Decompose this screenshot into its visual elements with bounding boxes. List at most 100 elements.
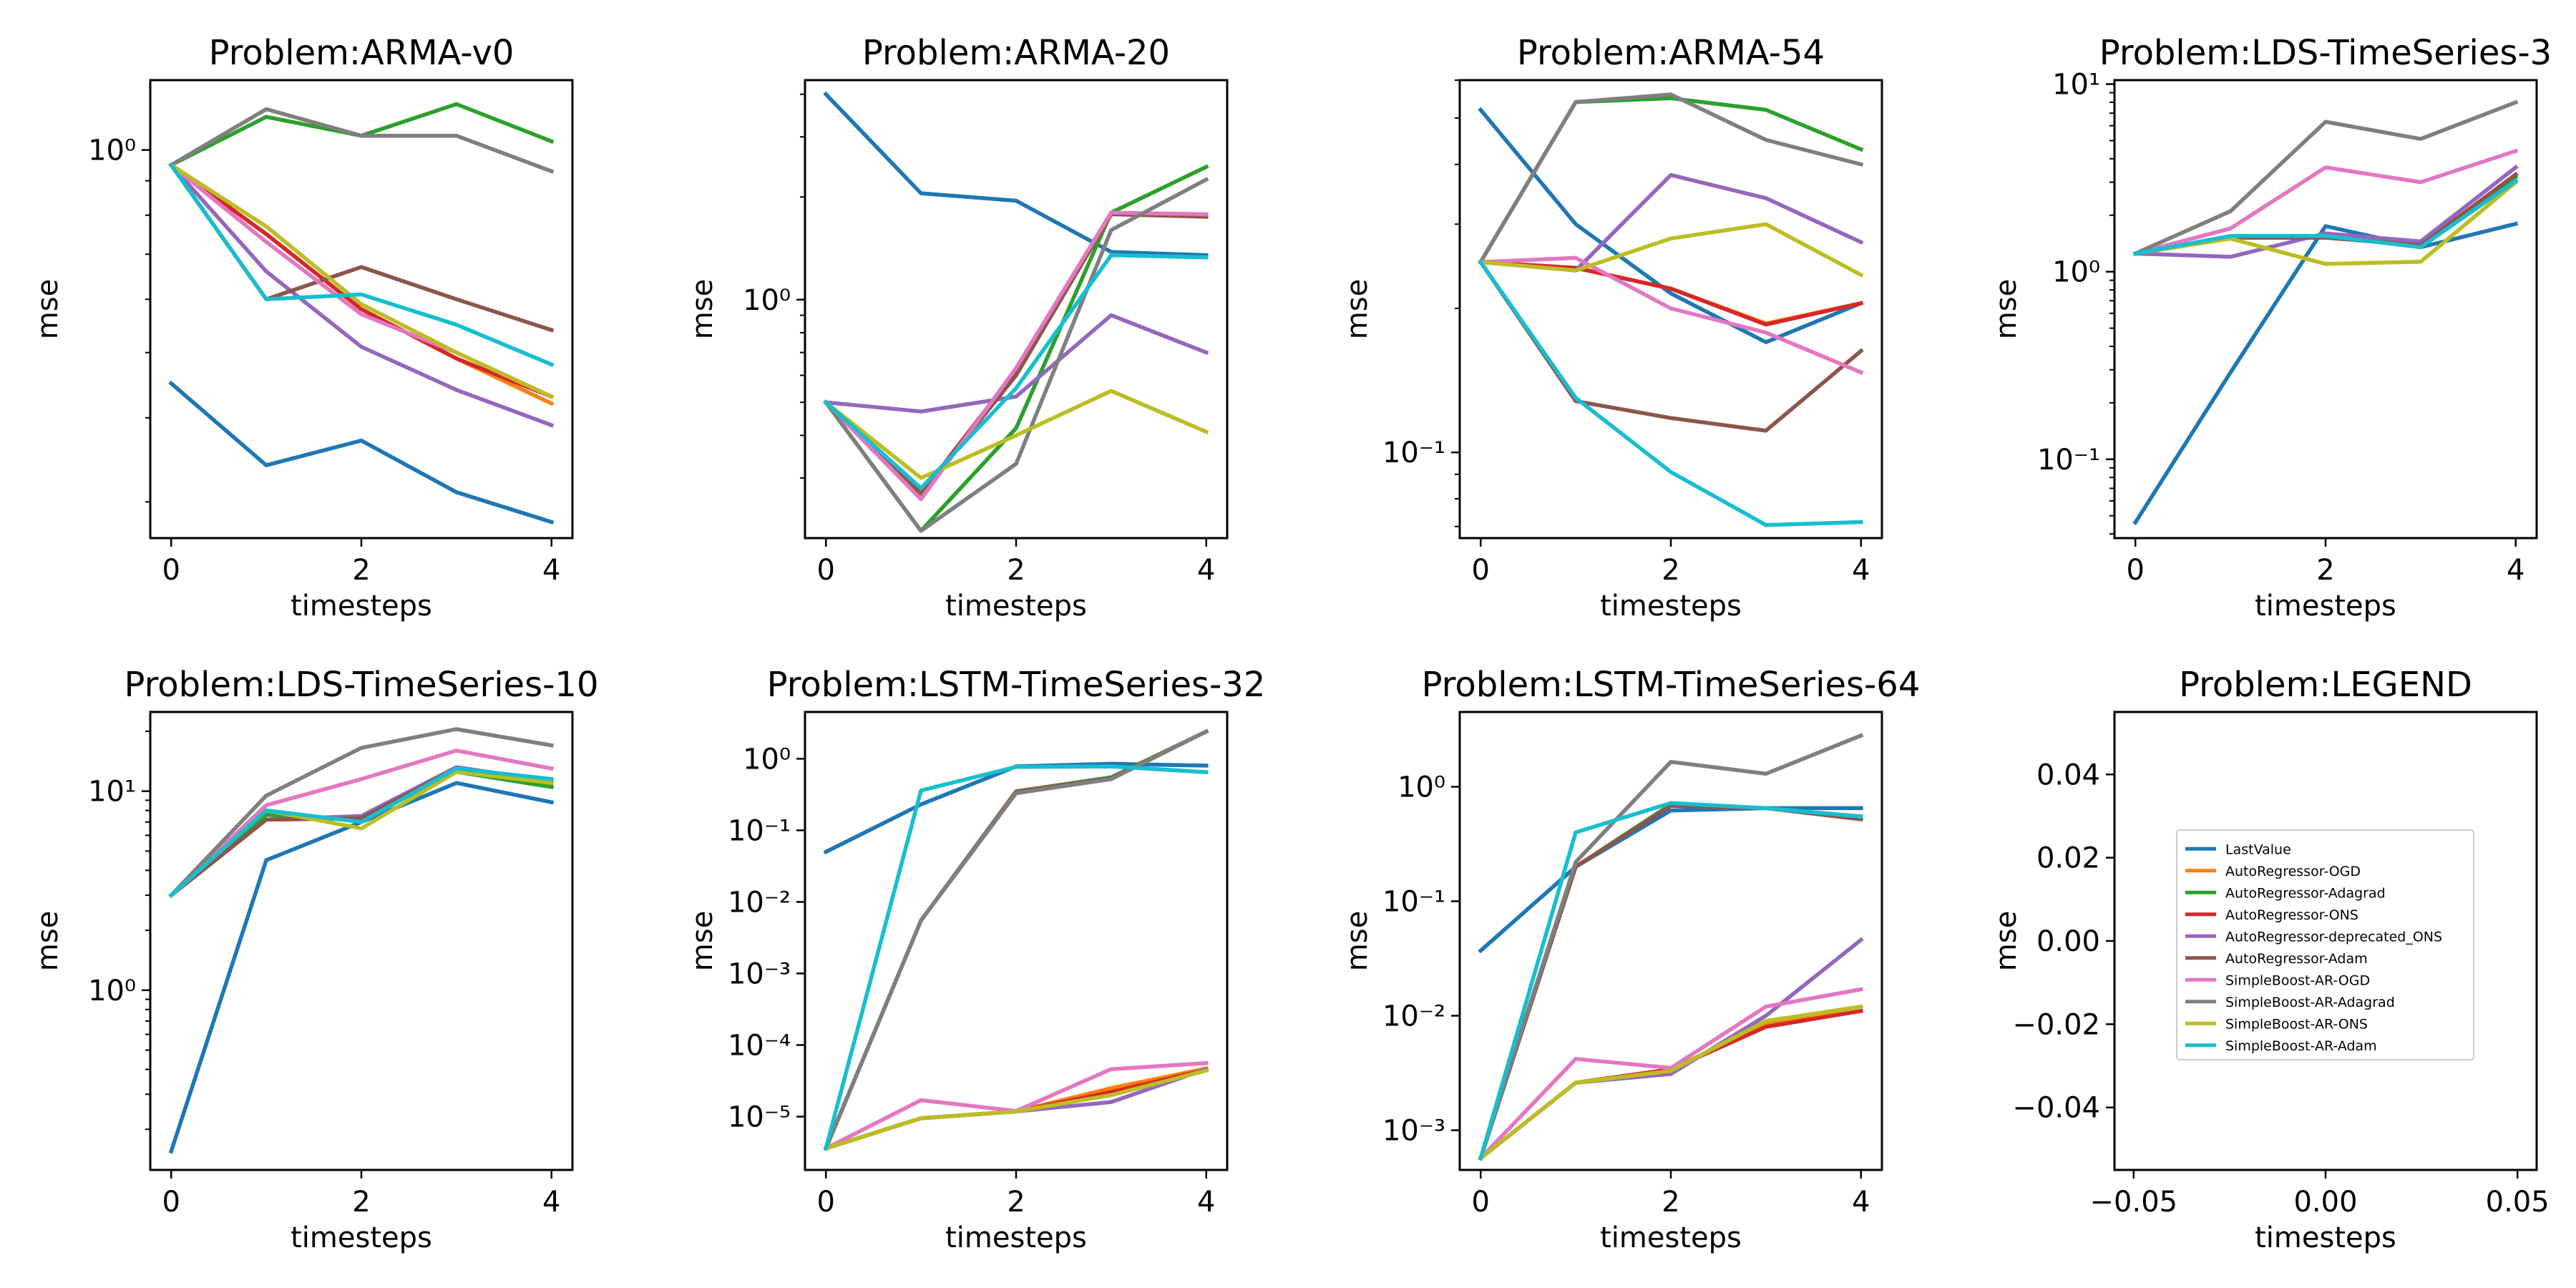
series-line-SimpleBoost-AR-Adam: [823, 764, 1209, 1151]
x-tick-label: 0: [1472, 1186, 1490, 1219]
x-axis-label: timesteps: [291, 1221, 432, 1254]
legend-entry-label: AutoRegressor-Adam: [2225, 951, 2368, 967]
legend-entry-label: LastValue: [2225, 841, 2291, 857]
legend-frame: [2176, 829, 2474, 1060]
y-tick-label: 10⁻¹: [1382, 886, 1445, 919]
subplot-5: Problem:LDS-TimeSeries-10 0 2 4 10⁰ 10¹ timest…: [31, 665, 598, 1254]
series-line-SimpleBoost-AR-OGD: [1478, 255, 1864, 375]
x-axis-label: timesteps: [945, 590, 1087, 623]
x-tick-label: 4: [1197, 554, 1215, 587]
y-tick-label: 10⁻²: [1382, 1000, 1445, 1033]
series-line-SimpleBoost-AR-ONS: [1478, 222, 1864, 278]
series-line-SimpleBoost-AR-OGD: [1478, 987, 1863, 1161]
series-line-SimpleBoost-AR-OGD: [168, 748, 555, 898]
subplot-title: Problem:LSTM-TimeSeries-32: [767, 665, 1266, 705]
y-tick-label: 10⁰: [743, 743, 791, 776]
axes-frame: [804, 79, 1229, 540]
series-line-AutoRegressor-ONS: [168, 162, 555, 399]
axes-frame: [2113, 79, 2538, 540]
y-tick-label: 10⁻¹: [728, 814, 791, 847]
y-tick-label: 10⁻¹: [2037, 444, 2100, 477]
series-line-AutoRegressor-deprecated_ONS: [168, 765, 554, 898]
subplot-title: Problem:LSTM-TimeSeries-64: [1422, 665, 1921, 705]
y-axis-label: mse: [1341, 911, 1374, 971]
y-tick-label: 10⁻⁵: [728, 1101, 791, 1134]
x-tick-label: 0: [2127, 554, 2145, 587]
subplot-8: Problem:LEGEND −0.05 0.00 0.05 0.04 0.02 0.00 −…: [1990, 665, 2550, 1254]
series-line-SimpleBoost-AR-ONS: [823, 1068, 1209, 1151]
x-tick-label: 0.05: [2486, 1186, 2550, 1219]
subplot-6: Problem:LSTM-TimeSeries-32 0 2 4 10⁻⁵ 10⁻⁴ 10⁻…: [686, 665, 1265, 1254]
x-axis-label: timesteps: [1600, 590, 1742, 623]
x-tick-label: 0: [1472, 554, 1490, 587]
y-axis-label: mse: [1990, 279, 2023, 339]
x-tick-label: 0: [162, 1186, 180, 1219]
series-line-AutoRegressor-deprecated_ONS: [168, 162, 555, 428]
y-tick-label: 10⁻¹: [1382, 436, 1445, 469]
y-axis-label: mse: [686, 911, 719, 971]
y-tick-label: 0.04: [2036, 758, 2100, 791]
x-tick-label: 2: [1007, 554, 1025, 587]
y-axis-label: mse: [1990, 911, 2023, 971]
y-tick-label: 10⁰: [88, 975, 136, 1008]
x-axis-label: timesteps: [2255, 590, 2396, 623]
series-line-SimpleBoost-AR-Adagrad: [1478, 92, 1864, 265]
y-tick-label: 10¹: [88, 776, 136, 809]
subplot-title: Problem:ARMA-v0: [209, 33, 514, 73]
y-tick-label: 10⁻²: [728, 886, 791, 919]
x-tick-label: 2: [1662, 554, 1679, 587]
series-line-SimpleBoost-AR-Adagrad: [168, 727, 554, 898]
series-line-SimpleBoost-AR-OGD: [2132, 148, 2519, 256]
series-line-SimpleBoost-AR-Adam: [1478, 801, 1863, 1161]
series-line-AutoRegressor-deprecated_ONS: [824, 313, 1209, 414]
x-tick-label: 2: [352, 554, 370, 587]
series-line-LastValue: [1478, 107, 1864, 344]
series-line-LastValue: [168, 380, 555, 525]
x-tick-label: −0.05: [2090, 1186, 2178, 1219]
x-tick-label: 4: [1852, 1186, 1870, 1219]
x-tick-label: 2: [1007, 1186, 1025, 1219]
subplot-title: Problem:LDS-TimeSeries-3: [2099, 33, 2552, 73]
series-line-SimpleBoost-AR-ONS: [1478, 1004, 1863, 1161]
subplot-title: Problem:ARMA-54: [1517, 33, 1825, 73]
x-tick-label: 0: [817, 1186, 835, 1219]
x-tick-label: 4: [542, 1186, 560, 1219]
x-tick-label: 0.00: [2293, 1186, 2357, 1219]
series-line-SimpleBoost-AR-ONS: [823, 389, 1209, 480]
y-tick-label: 0.02: [2036, 842, 2100, 875]
series-line-SimpleBoost-AR-Adagrad: [2132, 99, 2519, 256]
x-axis-label: timesteps: [2255, 1221, 2396, 1254]
series-line-AutoRegressor-deprecated_ONS: [1478, 172, 1864, 273]
subplot-7: Problem:LSTM-TimeSeries-64 0 2 4 10⁻³ 10⁻² 10⁻…: [1341, 665, 1920, 1254]
axes-frame: [1458, 711, 1883, 1171]
legend-entry-label: AutoRegressor-OGD: [2225, 864, 2361, 879]
subplot-title: Problem:ARMA-20: [862, 33, 1170, 73]
series-line-LastValue: [2132, 221, 2519, 525]
x-tick-label: 2: [1662, 1186, 1679, 1219]
y-tick-label: 0.00: [2036, 925, 2100, 958]
subplot-title: Problem:LEGEND: [2179, 665, 2472, 705]
legend-entry-label: AutoRegressor-deprecated_ONS: [2225, 929, 2442, 945]
legend-entry-label: AutoRegressor-ONS: [2225, 907, 2358, 923]
legend-entry-label: SimpleBoost-AR-Adagrad: [2225, 995, 2395, 1010]
series-line-LastValue: [823, 761, 1209, 855]
axes-frame: [804, 711, 1229, 1171]
series-line-SimpleBoost-AR-Adagrad: [168, 107, 555, 174]
series-line-SimpleBoost-AR-Adam: [168, 162, 555, 367]
y-tick-label: 10⁰: [88, 135, 136, 167]
x-tick-label: 4: [1852, 554, 1870, 587]
y-tick-label: −0.02: [2012, 1008, 2100, 1041]
y-tick-label: 10⁰: [2052, 256, 2100, 289]
legend-entry-label: AutoRegressor-Adagrad: [2225, 885, 2386, 901]
y-tick-label: 10⁻³: [1382, 1115, 1445, 1148]
y-tick-label: 10⁰: [743, 284, 791, 317]
x-tick-label: 0: [162, 554, 180, 587]
series-line-SimpleBoost-AR-Adam: [2132, 177, 2519, 256]
y-tick-label: 10⁰: [1397, 771, 1445, 804]
series-line-SimpleBoost-AR-ONS: [168, 162, 555, 399]
x-axis-label: timesteps: [291, 590, 432, 623]
subplot-1: Problem:ARMA-v0 0 2 4 10⁰ timesteps mse: [31, 33, 574, 623]
y-axis-label: mse: [31, 911, 64, 971]
y-tick-label: 10⁻³: [728, 957, 791, 990]
